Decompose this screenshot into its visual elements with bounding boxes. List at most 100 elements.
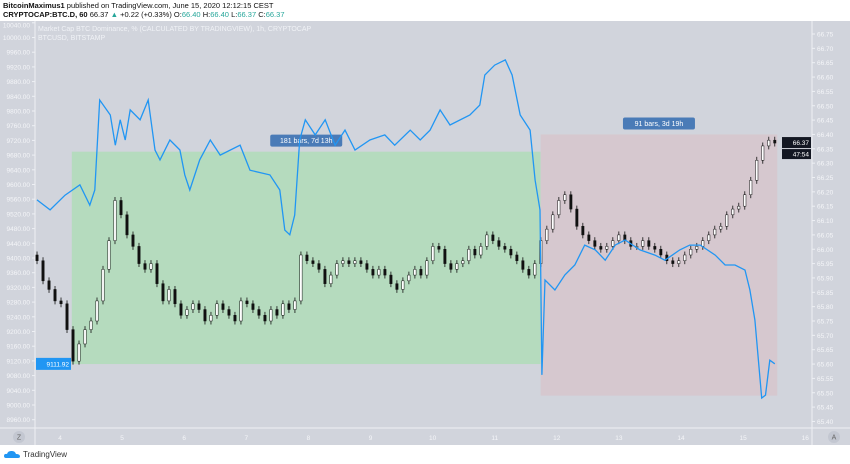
brand-name: TradingView <box>23 450 68 459</box>
candle <box>341 260 345 264</box>
candle <box>311 260 315 264</box>
tradingview-logo[interactable]: TradingView <box>4 450 67 459</box>
candle <box>269 309 273 322</box>
left-tick-label: 9520.00 <box>7 211 31 218</box>
candle <box>305 254 309 261</box>
candle <box>725 214 729 227</box>
right-tick-label: 65.65 <box>817 347 834 354</box>
candle <box>413 269 417 276</box>
candle <box>707 234 711 241</box>
left-tick-label: 9880.00 <box>7 79 31 86</box>
candle <box>743 194 747 207</box>
time-tick-label: 6 <box>182 435 186 442</box>
right-tick-label: 65.45 <box>817 405 834 412</box>
right-tick-label: 66.45 <box>817 118 834 125</box>
right-tick-label: 65.40 <box>817 419 834 426</box>
left-tick-label: 9040.00 <box>7 388 31 395</box>
right-tick-label: 65.90 <box>817 275 834 282</box>
candle <box>383 269 387 276</box>
right-tick-label: 66.20 <box>817 189 834 196</box>
author[interactable]: BitcoinMaximus1 <box>3 1 65 10</box>
right-tick-label: 65.50 <box>817 390 834 397</box>
candle <box>611 240 615 247</box>
candle <box>473 249 477 256</box>
auto-scale-left-button <box>13 431 25 443</box>
candle <box>47 280 51 290</box>
bar-countdown-label: 47:54 <box>793 152 810 159</box>
candle <box>287 303 291 310</box>
left-tick-label: 10040.00 <box>3 23 30 30</box>
low-label: L: <box>231 10 238 19</box>
candle <box>149 263 153 270</box>
candle <box>581 226 585 236</box>
right-tick-label: 65.75 <box>817 319 834 326</box>
candle <box>71 329 75 362</box>
right-tick-label: 66.50 <box>817 103 834 110</box>
btcusd-price-tag <box>36 357 71 370</box>
candle <box>239 300 243 322</box>
candle <box>509 249 513 256</box>
left-tick-label: 9560.00 <box>7 197 31 204</box>
change: +0.22 (+0.33%) <box>120 10 172 19</box>
candle <box>95 300 99 322</box>
right-tick-label: 65.80 <box>817 304 834 311</box>
high-label: H: <box>202 10 211 19</box>
right-tick-label: 65.85 <box>817 290 834 297</box>
open-value: 66.40 <box>181 10 201 19</box>
time-tick-label: 5 <box>120 435 124 442</box>
candle <box>683 254 687 261</box>
candle <box>485 234 489 247</box>
left-tick-label: 9640.00 <box>7 167 31 174</box>
candle <box>41 260 45 282</box>
left-tick-label: 9800.00 <box>7 109 31 116</box>
left-tick-label: 9000.00 <box>7 403 31 410</box>
time-tick-label: 14 <box>677 435 685 442</box>
candle <box>191 303 195 310</box>
candle <box>371 269 375 276</box>
symbol: CRYPTOCAP:BTC.D, 60 <box>3 10 88 19</box>
right-tick-label: 66.15 <box>817 204 834 211</box>
candle <box>467 249 471 261</box>
legend-dominance: Market Cap BTC Dominance, % (CALCULATED … <box>38 26 312 33</box>
candle <box>263 315 267 322</box>
candle <box>653 246 657 250</box>
left-tick-label: 8960.00 <box>7 417 31 424</box>
candle <box>233 315 237 322</box>
candle <box>395 283 399 290</box>
candle <box>593 240 597 247</box>
candle <box>557 200 561 216</box>
candle <box>101 269 105 302</box>
candle <box>245 300 249 305</box>
left-tick-label: 9320.00 <box>7 285 31 292</box>
date-range-box-1 <box>540 134 778 396</box>
candle <box>425 260 429 276</box>
candle <box>695 246 699 250</box>
time-tick-label: 11 <box>491 435 498 442</box>
candle <box>737 205 741 210</box>
candle <box>551 214 555 230</box>
high-value: 66.40 <box>210 10 229 19</box>
candle <box>353 260 357 264</box>
candle <box>317 263 321 270</box>
right-tick-label: 65.70 <box>817 333 834 340</box>
candle <box>641 240 645 247</box>
candle <box>749 180 753 195</box>
candle <box>449 263 453 270</box>
candle <box>503 246 507 250</box>
date-range-label-1: 91 bars, 3d 19h <box>635 121 684 128</box>
symbol-info: CRYPTOCAP:BTC.D, 60 66.37 ▲ +0.22 (+0.33… <box>3 10 285 19</box>
candle <box>173 289 177 305</box>
close-value: 66.37 <box>265 10 285 19</box>
candle <box>461 260 465 264</box>
left-tick-label: 9600.00 <box>7 182 31 189</box>
close-label: C: <box>258 10 266 19</box>
candle <box>647 240 651 247</box>
candle <box>587 234 591 241</box>
candle <box>671 260 675 264</box>
candle <box>713 228 717 236</box>
candle <box>599 246 603 250</box>
candle <box>731 208 735 216</box>
left-tick-label: 9280.00 <box>7 300 31 307</box>
right-tick-label: 66.55 <box>817 89 834 96</box>
